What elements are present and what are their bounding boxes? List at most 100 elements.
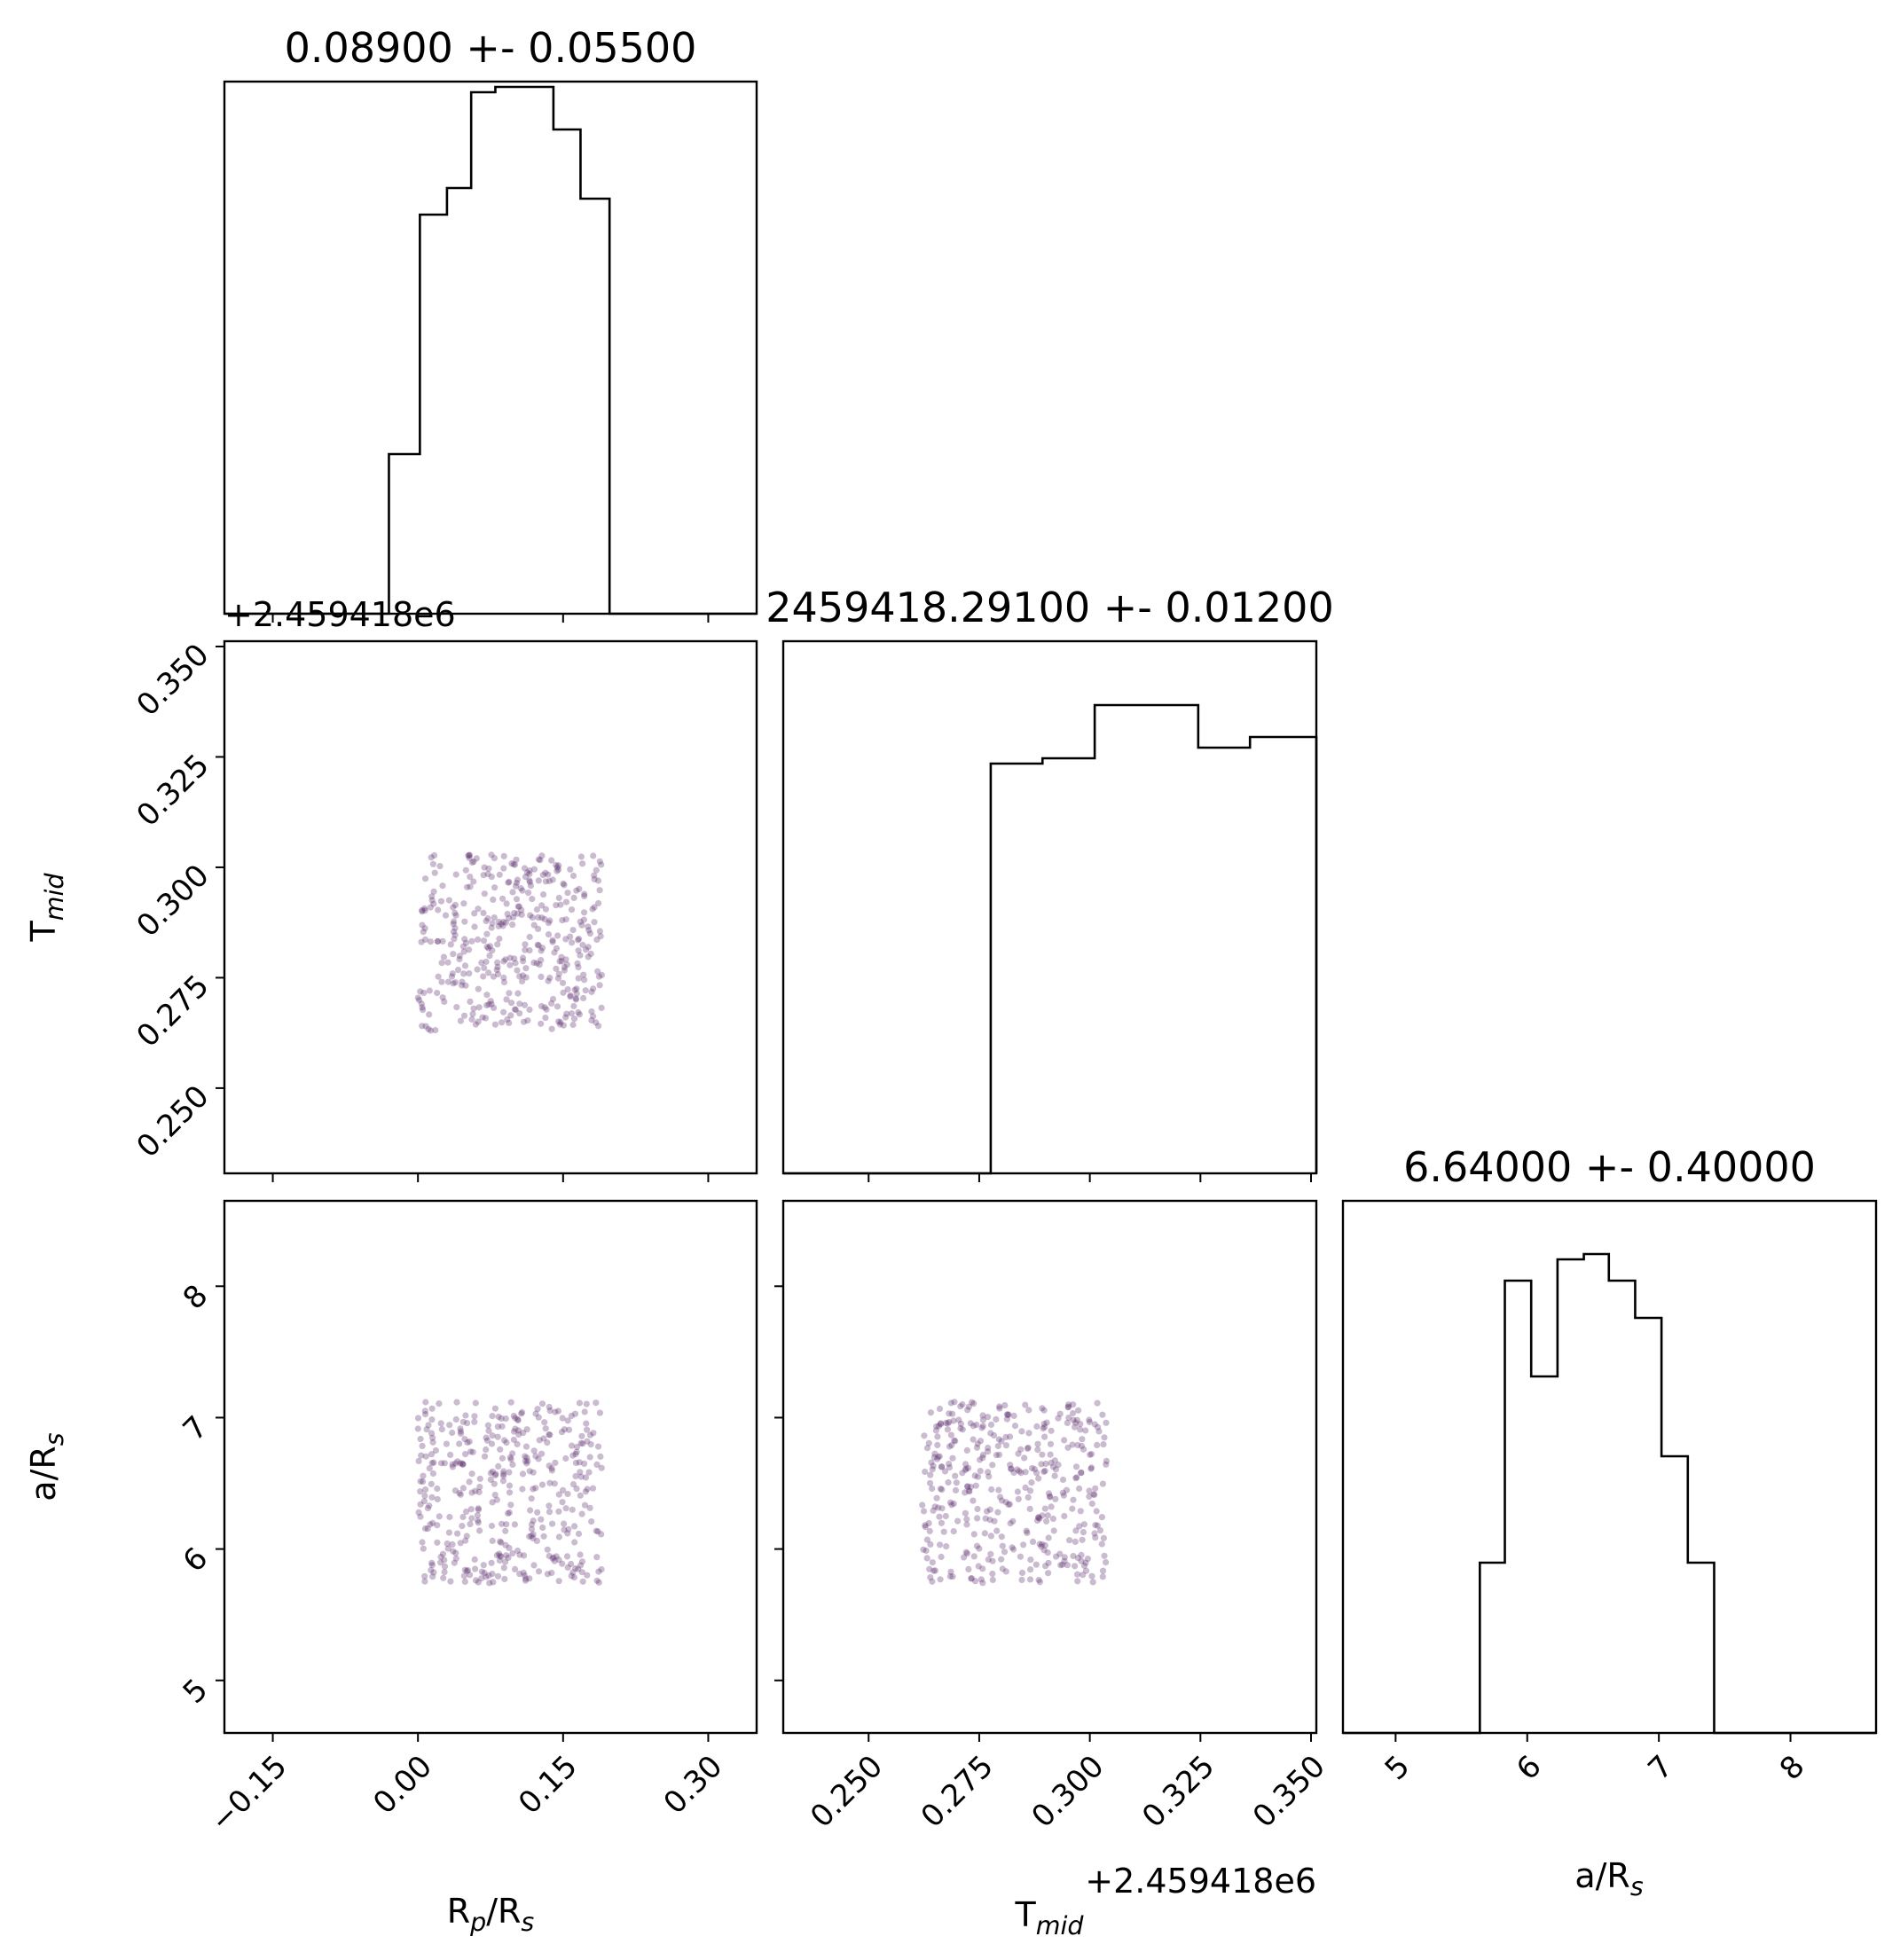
hist-tmid-title: 2459418.29100 +- 0.01200 xyxy=(765,584,1333,631)
scatter-point xyxy=(1056,1410,1064,1417)
scatter-point xyxy=(529,913,536,921)
scatter-point xyxy=(998,1497,1006,1504)
scatter-point xyxy=(964,1483,971,1490)
scatter-point xyxy=(475,1488,483,1495)
scatter-point xyxy=(421,1525,429,1533)
scatter-point xyxy=(489,1468,497,1475)
scatter-point xyxy=(555,1578,562,1585)
scatter-point xyxy=(444,959,451,966)
scatter-point xyxy=(426,1502,433,1509)
scatter-point xyxy=(427,1027,435,1034)
scatter-point xyxy=(483,1573,490,1580)
scatter-point xyxy=(519,887,526,894)
scatter-point xyxy=(461,936,468,943)
scatter-point xyxy=(509,1549,516,1557)
scatter-point xyxy=(421,1572,428,1580)
scatter-point xyxy=(577,1473,585,1480)
scatter-point xyxy=(1066,1537,1073,1544)
scatter-point xyxy=(457,1425,464,1432)
scatter-point xyxy=(938,1421,945,1428)
scatter-point xyxy=(994,1442,1001,1450)
scatter-point xyxy=(434,990,441,997)
scatter-point xyxy=(450,951,457,958)
scatter-point xyxy=(926,1527,933,1534)
scatter-point xyxy=(504,1015,511,1023)
scatter-point xyxy=(561,1526,568,1533)
scatter-point xyxy=(524,1017,531,1024)
scatter-point xyxy=(937,1420,945,1427)
scatter-point xyxy=(1077,1421,1084,1428)
scatter-point xyxy=(1039,1512,1046,1519)
scatter-point xyxy=(569,1481,577,1488)
scatter-point xyxy=(933,1494,940,1501)
scatter-point xyxy=(1045,1559,1052,1566)
scatter-point xyxy=(510,1436,518,1444)
scatter-point xyxy=(989,1576,996,1583)
scatter-point xyxy=(973,1421,980,1429)
scatter-point xyxy=(526,878,534,886)
scatter-point xyxy=(580,916,588,923)
scatter-point xyxy=(1007,1462,1014,1469)
scatter-point xyxy=(1061,1437,1068,1444)
scatter-point xyxy=(521,1001,529,1008)
hist-ars-steps xyxy=(1343,1252,1876,1735)
scatter-point xyxy=(573,1443,581,1451)
scatter-point xyxy=(541,1004,548,1011)
scatter-point xyxy=(511,1521,519,1528)
scatter-point xyxy=(457,1540,464,1547)
scatter-point xyxy=(435,973,442,980)
scatter-point xyxy=(1086,1418,1093,1426)
scatter-point xyxy=(526,1006,533,1014)
scatter-point xyxy=(481,1453,489,1460)
scatter-point xyxy=(1100,1534,1107,1541)
scatter-point xyxy=(568,1412,575,1420)
scatter-point xyxy=(519,1408,526,1416)
scatter-point xyxy=(510,913,517,921)
scatter-point xyxy=(1089,1579,1096,1586)
scatter-point xyxy=(496,1550,503,1557)
scatter-point xyxy=(575,975,582,982)
scatter-point xyxy=(538,1400,546,1407)
scatter-point xyxy=(1072,1475,1080,1482)
scatter-point xyxy=(542,1425,549,1432)
scatter-point xyxy=(1074,1555,1081,1562)
scatter-point xyxy=(1084,1556,1091,1563)
scatter-point xyxy=(515,903,523,910)
scatter-rp-ars-xtick-label: 0.15 xyxy=(512,1749,585,1822)
scatter-point xyxy=(500,1468,507,1475)
scatter-point xyxy=(429,1573,436,1580)
scatter-point xyxy=(426,1465,433,1472)
scatter-point xyxy=(556,958,563,965)
scatter-point xyxy=(1005,1411,1012,1418)
scatter-point xyxy=(533,906,541,913)
scatter-point xyxy=(966,1488,973,1495)
scatter-point xyxy=(575,947,582,954)
scatter-point xyxy=(1025,1430,1032,1437)
scatter-point xyxy=(920,1546,927,1553)
scatter-point xyxy=(581,890,588,898)
scatter-point xyxy=(987,1550,994,1557)
scatter-point xyxy=(480,1562,487,1569)
scatter-point xyxy=(971,1578,979,1585)
scatter-point xyxy=(419,906,426,913)
scatter-point xyxy=(450,921,457,928)
scatter-point xyxy=(447,941,454,948)
scatter-point xyxy=(451,901,459,908)
scatter-point xyxy=(451,1559,458,1566)
scatter-point xyxy=(935,1454,942,1461)
scatter-point xyxy=(471,1418,478,1425)
scatter-point xyxy=(430,1569,437,1576)
scatter-point xyxy=(506,914,513,921)
scatter-point xyxy=(489,920,496,927)
scatter-point xyxy=(1045,1490,1053,1497)
scatter-point xyxy=(998,1556,1005,1563)
scatter-point xyxy=(973,1444,981,1451)
scatter-point xyxy=(1044,1549,1051,1556)
scatter-point xyxy=(437,1559,444,1566)
tmid-y-offset-label: +2.459418e6 xyxy=(224,595,456,634)
scatter-point xyxy=(485,1000,492,1008)
scatter-point xyxy=(428,1494,436,1501)
scatter-point xyxy=(475,1517,482,1525)
scatter-point xyxy=(429,860,436,867)
scatter-point xyxy=(543,1006,550,1013)
